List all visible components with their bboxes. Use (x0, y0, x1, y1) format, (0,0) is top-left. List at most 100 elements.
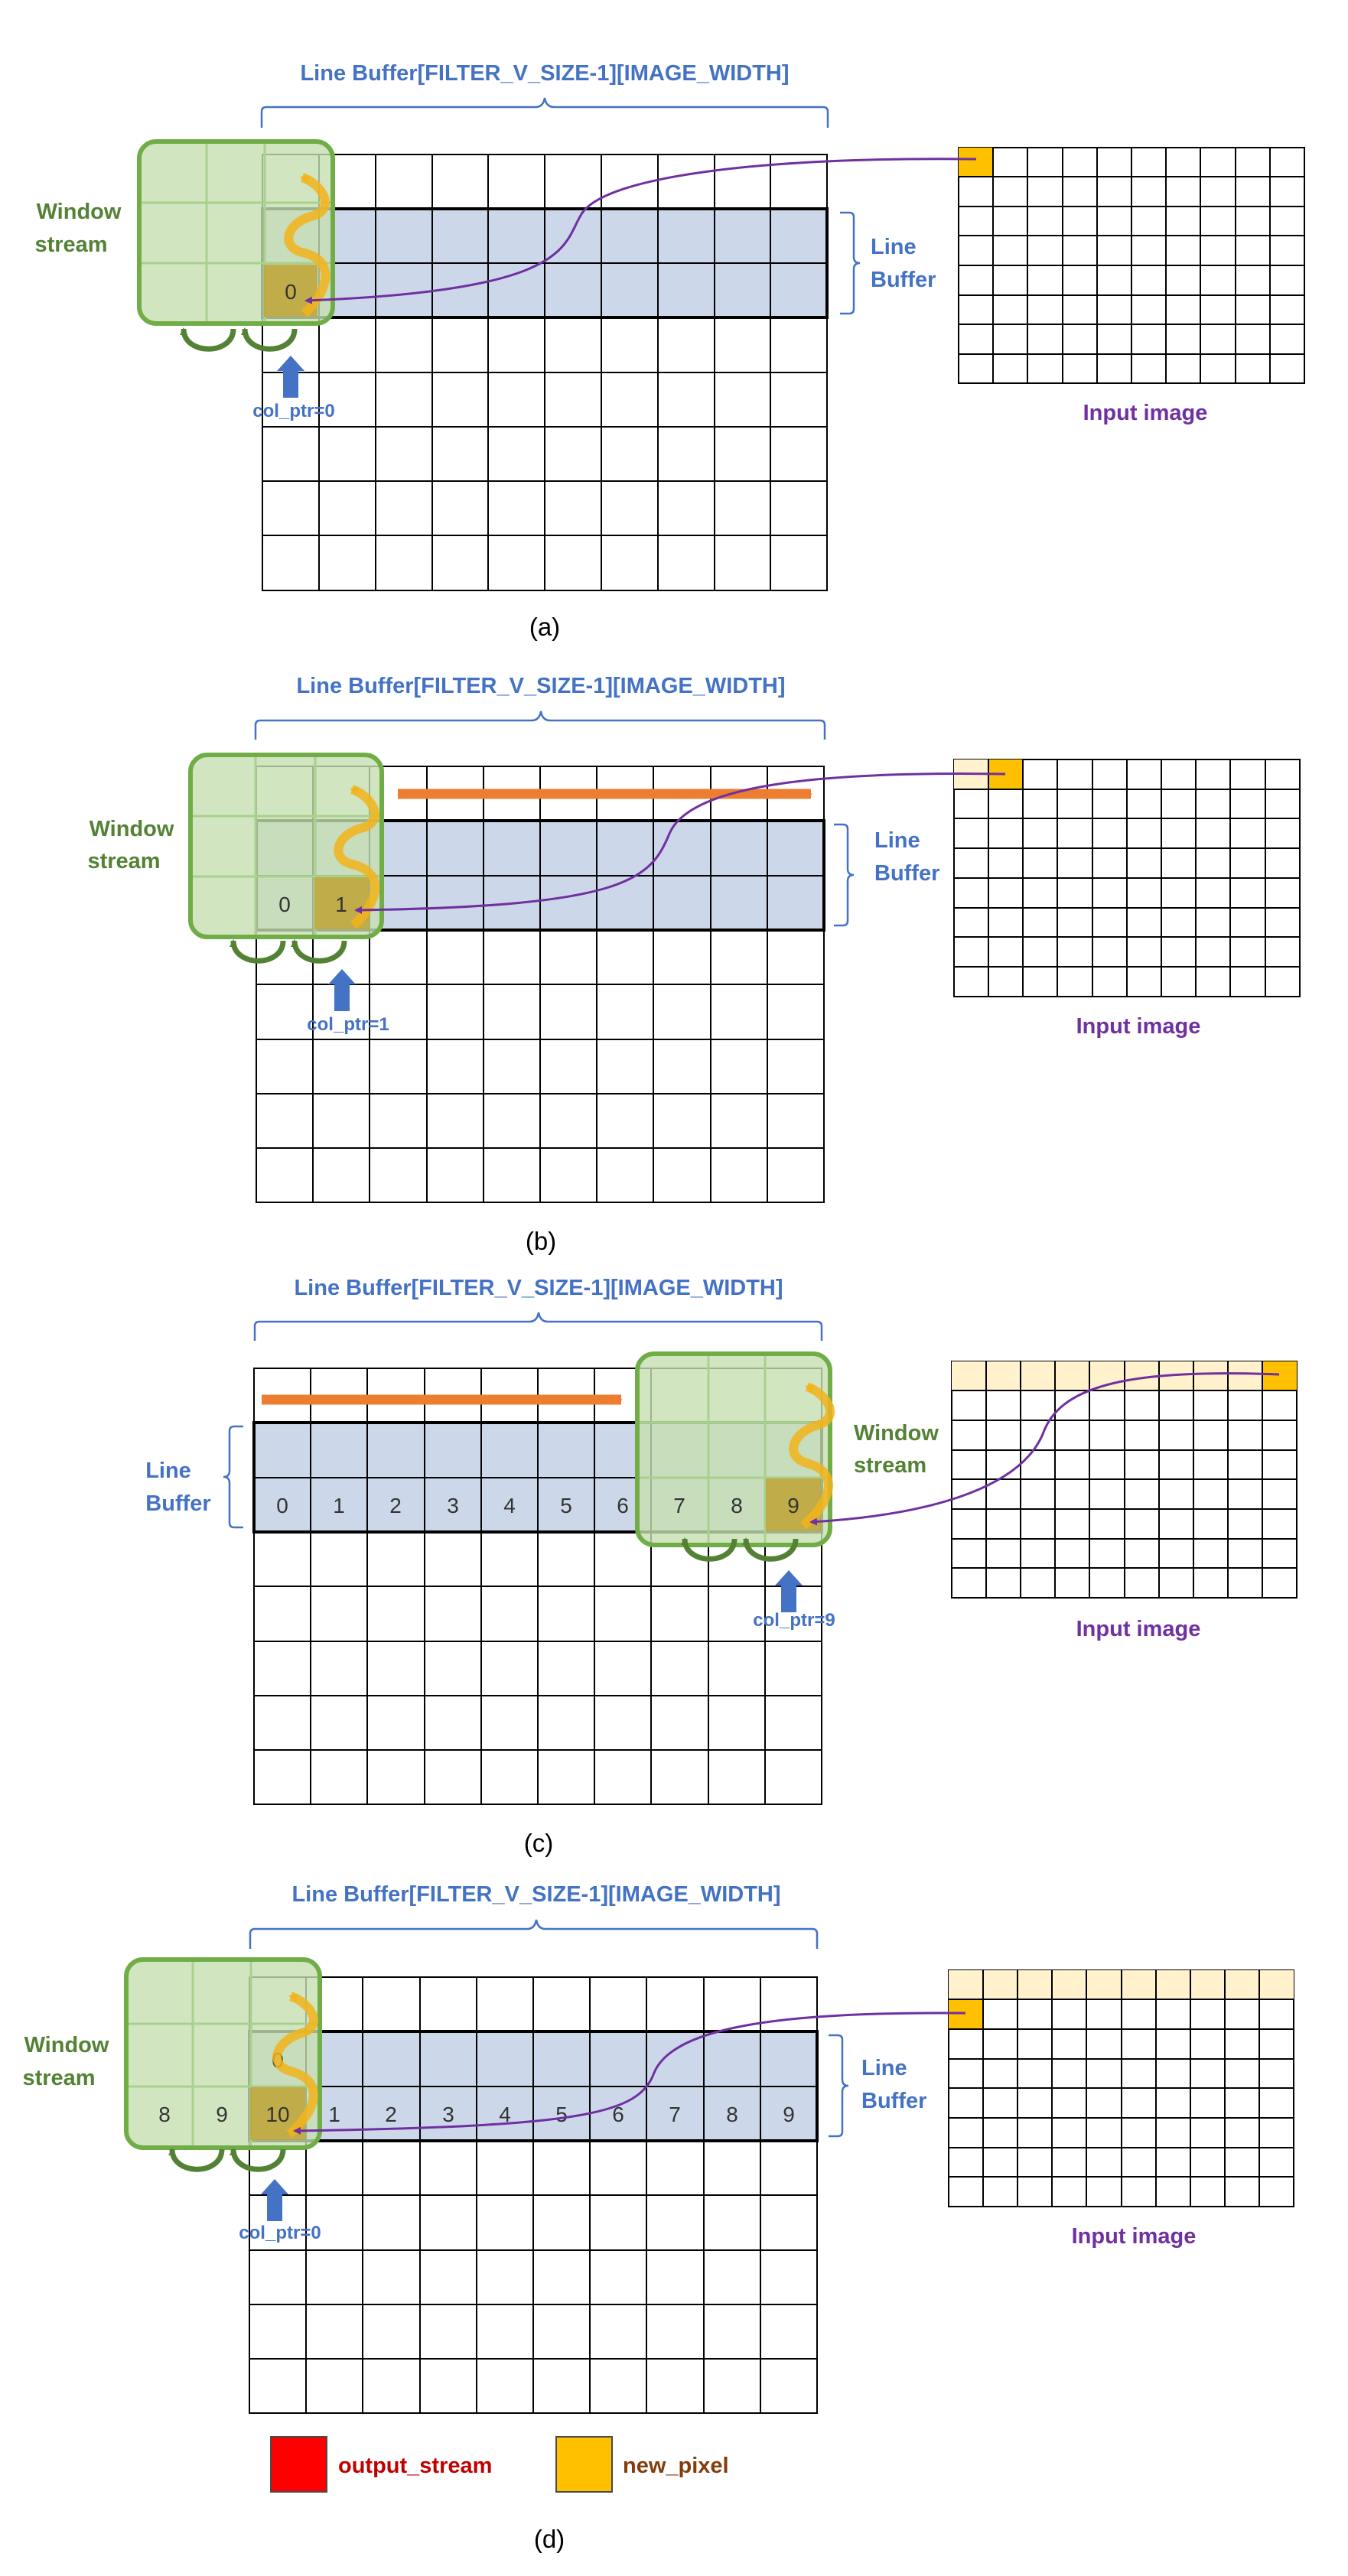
legend-new-pixel-swatch (555, 2436, 613, 2493)
legend-new-pixel-label: new_pixel (623, 2454, 729, 2478)
svg-text:Line: Line (145, 1459, 191, 1483)
input-image-label: Input image (1083, 401, 1208, 425)
feed-arrow (789, 1382, 835, 1530)
cell-number: 1 (335, 893, 347, 916)
panel-a: Line Buffer[FILTER_V_SIZE-1][IMAGE_WIDTH… (34, 61, 1305, 641)
window-shift-arrow (230, 2148, 286, 2172)
new-pixel-input (959, 148, 993, 177)
read-path (304, 158, 977, 304)
feed-arrow (272, 1992, 318, 2138)
consumed-pixel (952, 1361, 1262, 1390)
window-shift-arrow (291, 939, 347, 964)
line-buffer-brace (253, 1312, 823, 1341)
cell-number: 1 (328, 2103, 340, 2126)
col-ptr-label: col_ptr=0 (239, 2223, 321, 2243)
cell-number: 7 (669, 2103, 681, 2126)
new-pixel-input (949, 1999, 983, 2029)
cell-number: 0 (276, 1494, 288, 1517)
window-shift-arrow (241, 327, 298, 352)
line-buffer-side-brace (223, 1425, 243, 1529)
line-buffer-title: Line Buffer[FILTER_V_SIZE-1][IMAGE_WIDTH… (300, 61, 789, 86)
read-path (354, 772, 1006, 914)
line-buffer-brace (260, 97, 829, 128)
cell-number: 5 (560, 1494, 572, 1517)
panel-c: Line Buffer[FILTER_V_SIZE-1][IMAGE_WIDTH… (145, 1276, 1298, 1857)
panel-caption: (b) (526, 1227, 556, 1255)
svg-text:Buffer: Buffer (871, 268, 936, 292)
line-buffer-brace (249, 1919, 819, 1949)
cell-number: 1 (333, 1494, 345, 1517)
svg-text:stream: stream (854, 1453, 926, 1478)
window-stream-label: Window (37, 200, 122, 224)
panel-b: Line Buffer[FILTER_V_SIZE-1][IMAGE_WIDTH… (87, 674, 1301, 1255)
window-stream-label: Window (24, 2033, 109, 2057)
col-ptr-label: col_ptr=1 (307, 1014, 389, 1035)
feed-arrow (284, 173, 330, 317)
svg-text:Buffer: Buffer (861, 2089, 926, 2113)
svg-text:Buffer: Buffer (145, 1491, 210, 1516)
cell-number: 7 (673, 1494, 685, 1517)
window-shift-arrow (230, 939, 286, 964)
line-buffer-side-brace (840, 211, 861, 315)
svg-text:Buffer: Buffer (874, 861, 939, 886)
input-image-grid (953, 759, 1301, 997)
cell-number: 6 (612, 2103, 624, 2126)
legend: output_stream new_pixel (270, 2436, 729, 2493)
line-buffer-brace (254, 711, 826, 740)
cell-number: 8 (726, 2103, 738, 2126)
cell-number: 0 (278, 893, 291, 916)
cell-number: 2 (389, 1494, 402, 1517)
input-image-label: Input image (1072, 2224, 1197, 2249)
cell-number: 4 (503, 1494, 516, 1517)
cell-number: 0 (285, 280, 297, 304)
svg-text:Line: Line (874, 828, 920, 853)
input-image-grid (958, 147, 1305, 384)
svg-text:stream: stream (22, 2066, 95, 2090)
window-shift-arrow (180, 327, 236, 352)
col-ptr-arrow (775, 1570, 803, 1612)
panel-caption: (a) (529, 613, 560, 641)
input-image-label: Input image (1076, 1014, 1201, 1039)
col-ptr-arrow (261, 2179, 288, 2221)
col-ptr-arrow (328, 969, 356, 1011)
feed-arrow (334, 785, 380, 929)
read-path (809, 1372, 1280, 1526)
legend-output-stream-label: output_stream (338, 2454, 492, 2478)
panel-caption: (d) (534, 2525, 565, 2553)
main-grid (248, 1976, 819, 2414)
col-ptr-arrow (277, 356, 304, 398)
col-ptr-label: col_ptr=9 (753, 1610, 835, 1631)
cell-number: 9 (787, 1494, 799, 1517)
cell-number: 6 (617, 1494, 629, 1517)
line-buffer-side-brace (829, 2034, 849, 2138)
cell-number: 5 (555, 2103, 568, 2126)
window-shift-arrow (681, 1537, 737, 1562)
panel-caption: (c) (524, 1829, 553, 1857)
read-path (293, 2012, 966, 2135)
line-buffer-title: Line Buffer[FILTER_V_SIZE-1][IMAGE_WIDTH… (294, 1276, 783, 1300)
cell-number: 2 (385, 2103, 397, 2126)
cell-number: 3 (442, 2103, 454, 2126)
input-image-grid (948, 1969, 1294, 2207)
line-buffer-title: Line Buffer[FILTER_V_SIZE-1][IMAGE_WIDTH… (296, 674, 785, 698)
cell-number: 8 (158, 2103, 171, 2126)
cell-number: 9 (216, 2103, 228, 2126)
line-buffer-title: Line Buffer[FILTER_V_SIZE-1][IMAGE_WIDTH… (291, 1882, 780, 1907)
cell-number: 4 (499, 2103, 511, 2126)
svg-text:stream: stream (87, 849, 160, 873)
main-grid (261, 154, 829, 591)
input-image-grid (951, 1361, 1298, 1599)
window-shift-arrow (168, 2148, 225, 2172)
new-pixel-input (1262, 1361, 1297, 1390)
panel-d: Line Buffer[FILTER_V_SIZE-1][IMAGE_WIDTH… (22, 1882, 1294, 2553)
col-ptr-label: col_ptr=0 (252, 401, 334, 421)
legend-output-stream-swatch (270, 2436, 327, 2493)
cell-number: 8 (731, 1494, 743, 1517)
window-stream-label: Window (90, 817, 174, 841)
window-shift-arrow (742, 1537, 799, 1562)
line-buffer-side-brace (834, 823, 855, 927)
cell-number: 3 (447, 1494, 459, 1517)
window-stream-label: Window (854, 1421, 939, 1446)
svg-text:stream: stream (34, 233, 107, 257)
